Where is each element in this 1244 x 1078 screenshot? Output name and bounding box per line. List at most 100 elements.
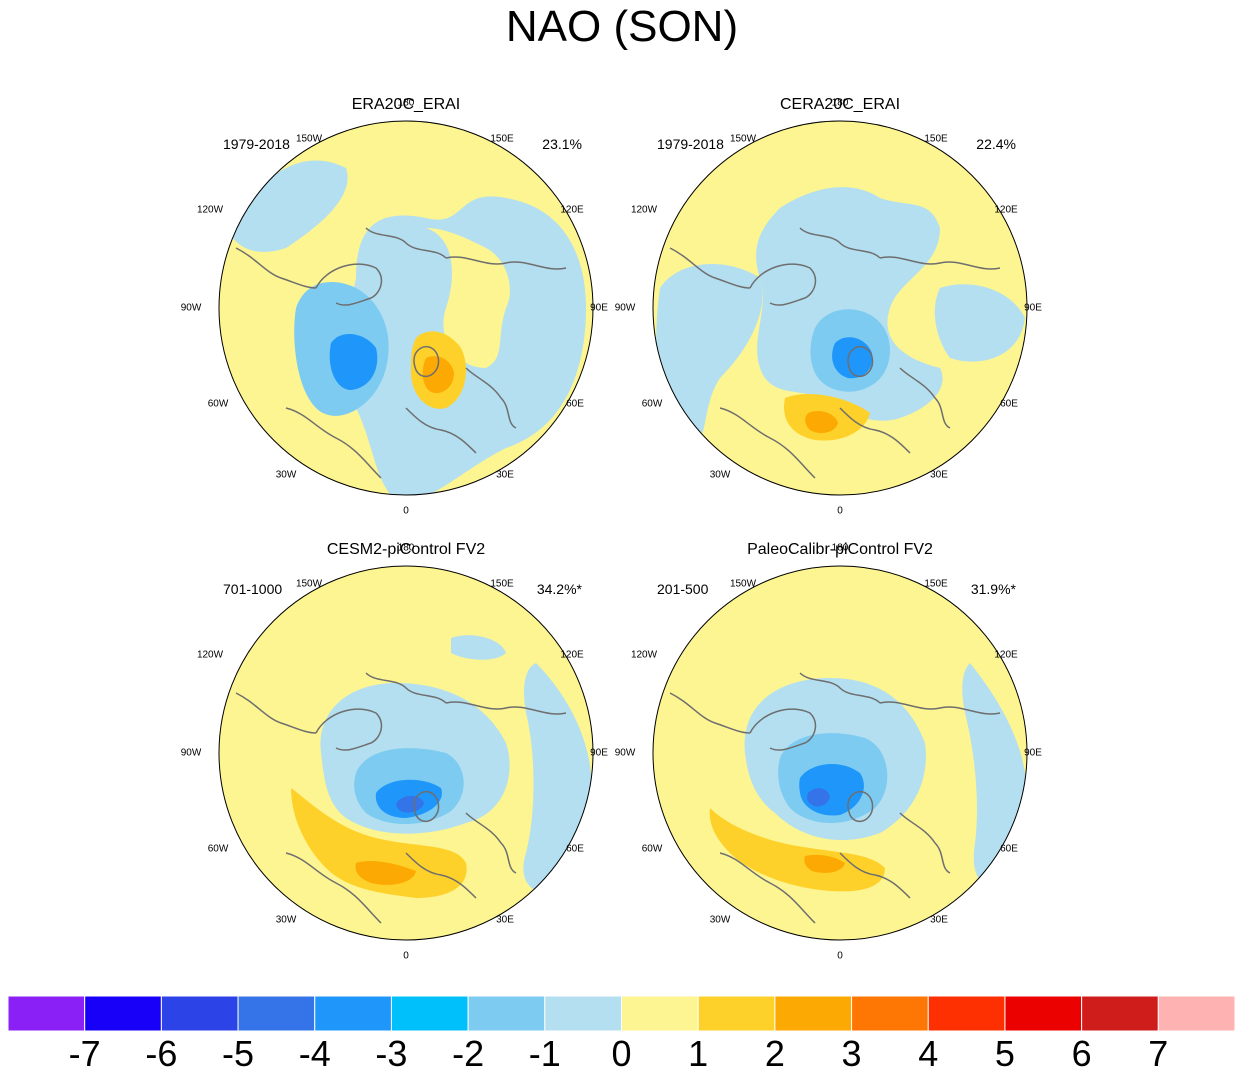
anomaly-contour-pos3: [355, 860, 416, 885]
panel-title: CESM2-piControl FV2: [326, 541, 486, 558]
colorbar-swatch: [774, 996, 853, 1031]
coastline: [799, 672, 881, 704]
coastline: [847, 791, 874, 823]
longitude-label-e120: 120E: [560, 649, 584, 661]
colorbar-tick-label: -7: [68, 1033, 101, 1074]
panel-title: ERA20C_ERAI: [351, 96, 461, 113]
coastline: [899, 812, 951, 874]
longitude-label-w60: 60W: [641, 398, 663, 410]
colorbar-swatch: [160, 996, 239, 1031]
map-border: [218, 120, 594, 496]
longitude-label-e120: 120E: [994, 204, 1018, 216]
variance-label: 23.1%: [542, 136, 582, 152]
longitude-label-w150: 150W: [295, 578, 323, 590]
colorbar: [8, 996, 1235, 1031]
anomaly-contour-neg4: [396, 795, 424, 813]
variance-label: 31.9%*: [970, 581, 1016, 597]
coastline: [235, 247, 317, 289]
longitude-label-top: 180: [831, 97, 849, 109]
longitude-label-e60: 60E: [1000, 843, 1018, 855]
colorbar-swatch: [390, 996, 469, 1031]
colorbar-tick-label: 1: [688, 1033, 709, 1074]
longitude-label-w150: 150W: [729, 578, 757, 590]
longitude-label-bottom: 0: [403, 505, 409, 517]
longitude-label-e90: 90E: [590, 747, 608, 759]
coastline: [749, 263, 817, 306]
longitude-label-w30: 30W: [709, 914, 731, 926]
longitude-label-w30: 30W: [275, 914, 297, 926]
map-panel-cera20c: CERA20C_ERAI 1979-2018 22.4% 180 0 150W 150E 12…: [615, 96, 1042, 517]
anomaly-contour-pos3: [422, 356, 454, 394]
colorbar-tick-label: -2: [452, 1033, 485, 1074]
colorbar-swatch: [1157, 996, 1235, 1031]
coastline: [405, 407, 477, 454]
colorbar-tick-label: 7: [1148, 1033, 1169, 1074]
coastline: [365, 227, 447, 259]
longitude-label-w120: 120W: [196, 649, 224, 661]
coastline: [235, 692, 317, 734]
period-label: 1979-2018: [223, 136, 290, 152]
colorbar-swatch: [314, 996, 392, 1031]
longitude-label-w90: 90W: [614, 302, 636, 314]
coastline: [315, 708, 383, 751]
colorbar-swatch: [84, 996, 162, 1031]
variance-label: 34.2%*: [536, 581, 582, 597]
longitude-label-e30: 30E: [496, 914, 514, 926]
polar-map: [218, 565, 594, 941]
coastline: [847, 346, 874, 378]
variance-label: 22.4%: [976, 136, 1016, 152]
colorbar-tick-label: 4: [918, 1033, 939, 1074]
colorbar-tick-label: 2: [764, 1033, 785, 1074]
colorbar-swatch: [544, 996, 622, 1031]
longitude-label-e150: 150E: [924, 578, 948, 590]
coastline: [719, 407, 816, 479]
coastline: [839, 407, 911, 454]
coastline: [405, 852, 477, 899]
longitude-label-e120: 120E: [560, 204, 584, 216]
colorbar-swatch: [467, 996, 546, 1031]
anomaly-contour-neg1: [656, 264, 763, 440]
polar-map: [652, 120, 1028, 496]
coastline: [285, 407, 382, 479]
longitude-label-e150: 150E: [490, 578, 514, 590]
coastline: [749, 708, 817, 751]
longitude-label-w30: 30W: [709, 469, 731, 481]
longitude-label-e30: 30E: [496, 469, 514, 481]
longitude-label-e60: 60E: [566, 843, 584, 855]
map-border: [652, 565, 1028, 941]
coastline: [839, 852, 911, 899]
anomaly-contour-neg3: [329, 333, 378, 390]
map-border: [652, 120, 1028, 496]
colorbar-labels: -7 -6 -5 -4 -3 -2 -1 0 1 2 3 4 5 6 7: [0, 1034, 1244, 1078]
longitude-label-w60: 60W: [641, 843, 663, 855]
coastline: [899, 367, 951, 429]
coastline: [445, 256, 567, 270]
coastline: [315, 263, 383, 306]
longitude-label-bottom: 0: [837, 950, 843, 962]
anomaly-contour-neg1: [451, 635, 506, 660]
colorbar-swatch: [927, 996, 1006, 1031]
colorbar-tick-label: 5: [994, 1033, 1015, 1074]
colorbar-tick-label: -1: [528, 1033, 561, 1074]
colorbar-swatch: [621, 996, 699, 1031]
colorbar-tick-label: -3: [375, 1033, 408, 1074]
longitude-label-e90: 90E: [1024, 302, 1042, 314]
colorbar-tick-label: -6: [145, 1033, 178, 1074]
longitude-label-e30: 30E: [930, 914, 948, 926]
anomaly-contour-neg1: [756, 187, 943, 421]
map-panel-cesm2: CESM2-piControl FV2 701-1000 34.2%* 180 0 150…: [181, 541, 608, 962]
map-panel-era20c: ERA20C_ERAI 1979-2018 23.1% 180 0 150W 150E 120…: [181, 96, 608, 517]
colorbar-tick-label: -4: [298, 1033, 331, 1074]
colorbar-swatch: [8, 996, 86, 1031]
anomaly-contour-neg1: [934, 284, 1025, 362]
anomaly-contour-pos2: [709, 808, 885, 892]
longitude-label-top: 180: [397, 97, 415, 109]
longitude-label-e150: 150E: [490, 133, 514, 145]
polar-map: [652, 565, 1028, 941]
longitude-label-e60: 60E: [566, 398, 584, 410]
longitude-label-e90: 90E: [590, 302, 608, 314]
coastline: [365, 672, 447, 704]
anomaly-contour-neg4: [807, 788, 830, 807]
colorbar-tick-label: 6: [1071, 1033, 1092, 1074]
colorbar-tick-label: 3: [841, 1033, 862, 1074]
